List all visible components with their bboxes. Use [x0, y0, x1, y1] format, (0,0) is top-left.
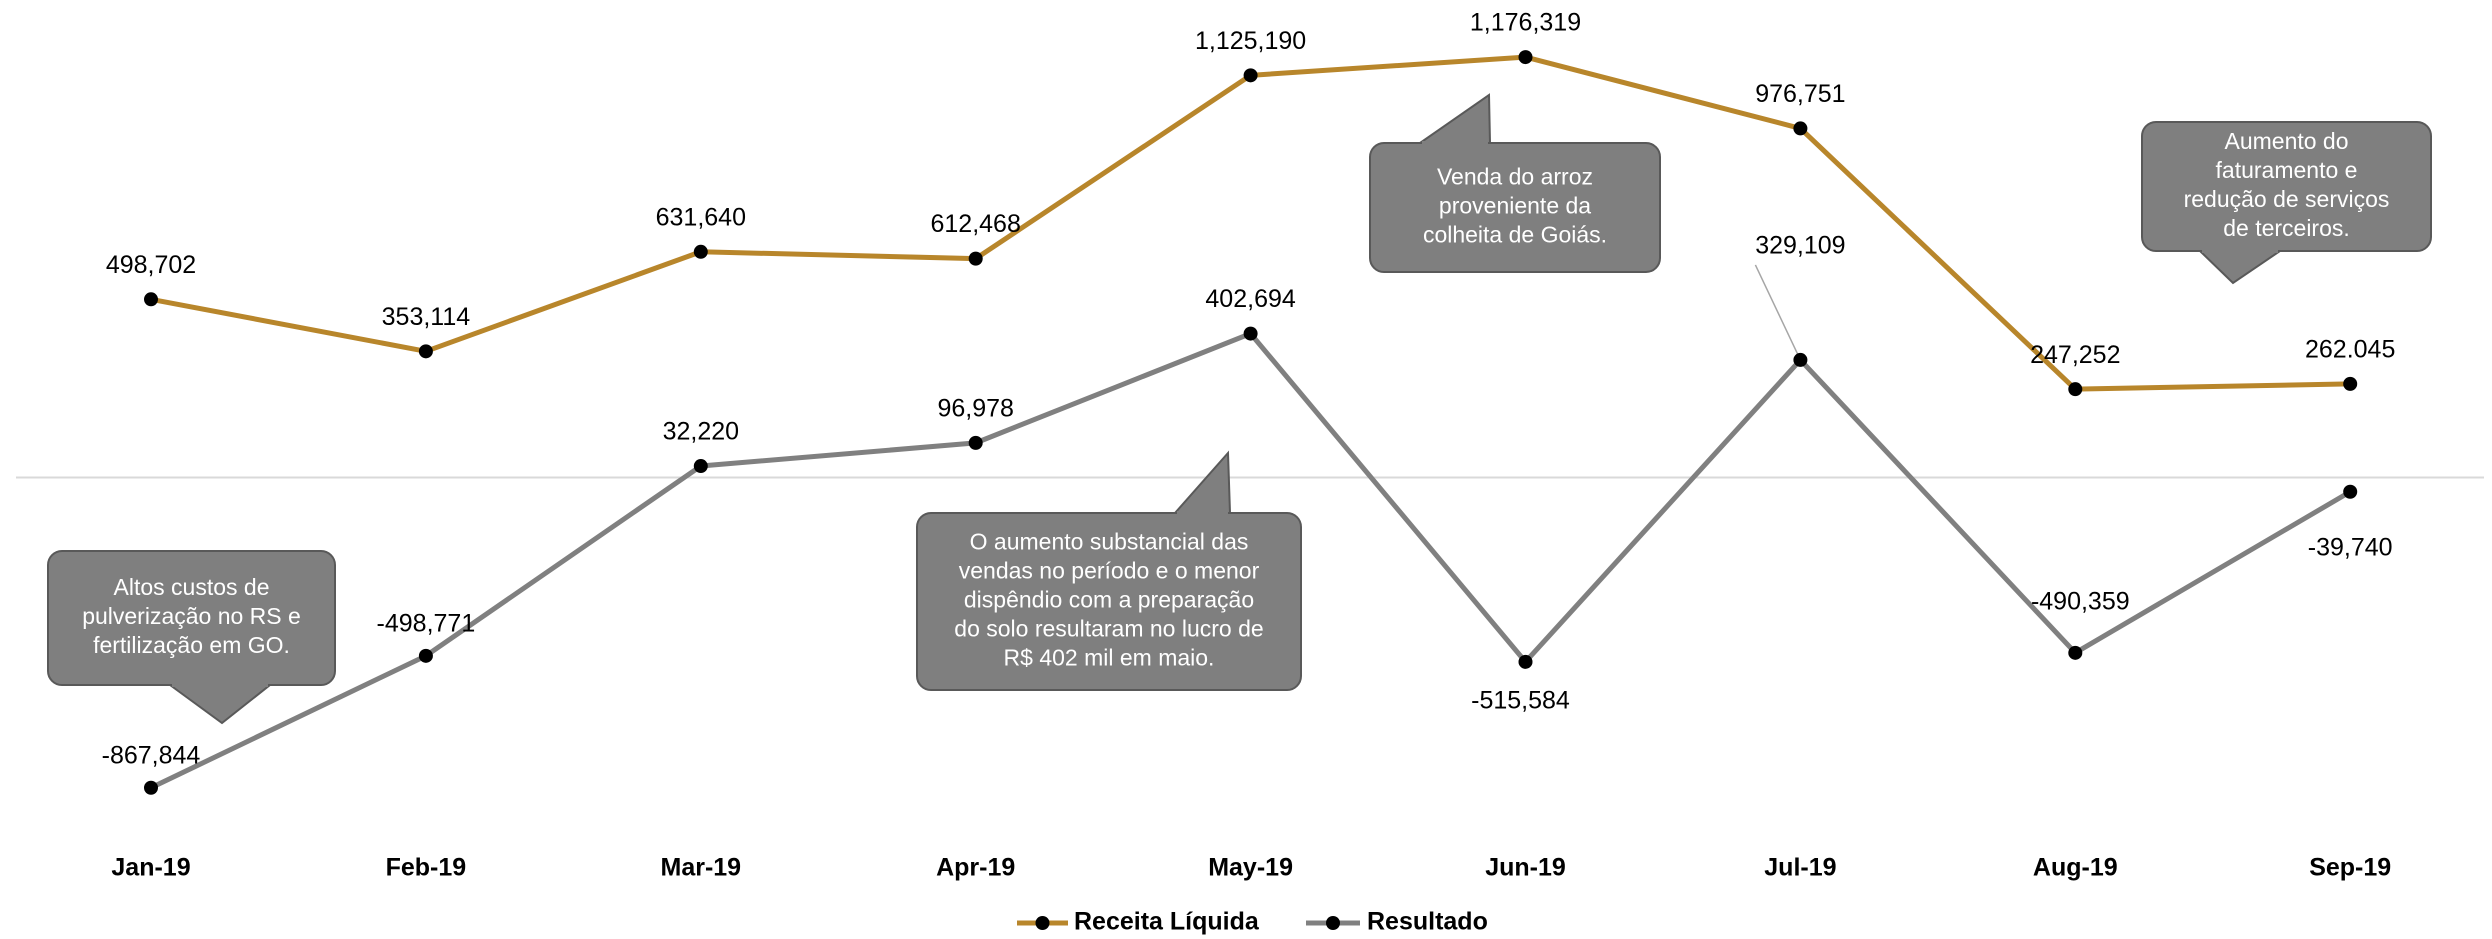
- data-label: -498,771: [377, 609, 476, 637]
- x-tick-label: Jul-19: [1764, 854, 1836, 882]
- callout-text: faturamento e: [2216, 157, 2358, 183]
- callout-text: Altos custos de: [114, 574, 270, 600]
- data-label: -39,740: [2308, 533, 2393, 561]
- data-label: 612,468: [931, 210, 1021, 238]
- data-point: [968, 251, 983, 266]
- leader-line: [1754, 264, 1802, 361]
- legend-marker: [1035, 916, 1050, 930]
- callout-text: colheita de Goiás.: [1423, 222, 1607, 248]
- x-tick-label: Jan-19: [111, 854, 190, 882]
- data-point: [1243, 326, 1258, 341]
- x-tick-label: Jun-19: [1485, 854, 1566, 882]
- callout-text: de terceiros.: [2223, 215, 2350, 241]
- callout-text: Venda do arroz: [1437, 164, 1593, 190]
- data-point: [2343, 376, 2358, 391]
- callout-tail: [1416, 93, 1492, 144]
- data-point: [144, 292, 158, 307]
- data-label: 329,109: [1755, 232, 1845, 260]
- data-point: [1518, 654, 1533, 669]
- callout-text: vendas no período e o menor: [959, 558, 1260, 584]
- x-tick-label: Mar-19: [661, 854, 742, 882]
- callout-tail: [2197, 250, 2284, 285]
- data-label: -515,584: [1471, 686, 1570, 714]
- x-tick-label: Aug-19: [2033, 854, 2118, 882]
- callout-text: proveniente da: [1439, 193, 1591, 219]
- callout-tail: [1172, 450, 1232, 514]
- callout-text: redução de serviços: [2184, 186, 2390, 212]
- x-tick-label: Apr-19: [936, 854, 1015, 882]
- data-label: -867,844: [102, 741, 201, 769]
- data-point: [1518, 50, 1533, 65]
- callout-text: pulverização no RS e: [82, 603, 301, 629]
- data-label: -490,359: [2031, 587, 2130, 615]
- x-tick-label: Feb-19: [386, 854, 467, 882]
- callout-text: R$ 402 mil em maio.: [1004, 645, 1215, 671]
- callout-box: [2141, 121, 2432, 252]
- data-label: 353,114: [382, 303, 471, 331]
- data-label: 402,694: [1205, 285, 1295, 313]
- data-label: 262.045: [2305, 335, 2395, 363]
- data-label: 96,978: [937, 394, 1013, 422]
- data-point: [1793, 352, 1808, 367]
- data-point: [144, 780, 158, 795]
- legend-label: Resultado: [1367, 908, 1488, 936]
- data-point: [418, 344, 433, 359]
- callout-text: O aumento substancial das: [970, 529, 1249, 555]
- data-point: [418, 648, 433, 663]
- data-point: [1793, 121, 1808, 136]
- data-point: [693, 459, 708, 474]
- data-label: 32,220: [663, 418, 739, 446]
- legend-marker: [1326, 916, 1340, 930]
- data-point: [2068, 382, 2083, 397]
- callout-text: fertilização em GO.: [93, 632, 290, 658]
- data-point: [1243, 68, 1258, 83]
- callout-tail: [166, 684, 273, 725]
- data-point: [2068, 645, 2083, 660]
- callout-text: dispêndio com a preparação: [964, 587, 1254, 613]
- x-tick-label: Sep-19: [2309, 854, 2391, 882]
- data-label: 247,252: [2030, 341, 2120, 369]
- data-point: [693, 244, 708, 259]
- data-point: [2343, 484, 2358, 499]
- callout-box: [1369, 142, 1661, 273]
- data-label: 498,702: [106, 251, 196, 279]
- callout-box: [916, 512, 1302, 691]
- data-point: [968, 435, 983, 450]
- data-label: 1,176,319: [1470, 9, 1581, 37]
- callout-text: Aumento do: [2224, 128, 2348, 154]
- callout-text: do solo resultaram no lucro de: [954, 616, 1263, 642]
- data-label: 976,751: [1755, 80, 1845, 108]
- x-tick-label: May-19: [1208, 854, 1293, 882]
- data-label: 631,640: [656, 203, 746, 231]
- legend-label: Receita Líquida: [1074, 908, 1260, 936]
- data-label: 1,125,190: [1195, 27, 1306, 55]
